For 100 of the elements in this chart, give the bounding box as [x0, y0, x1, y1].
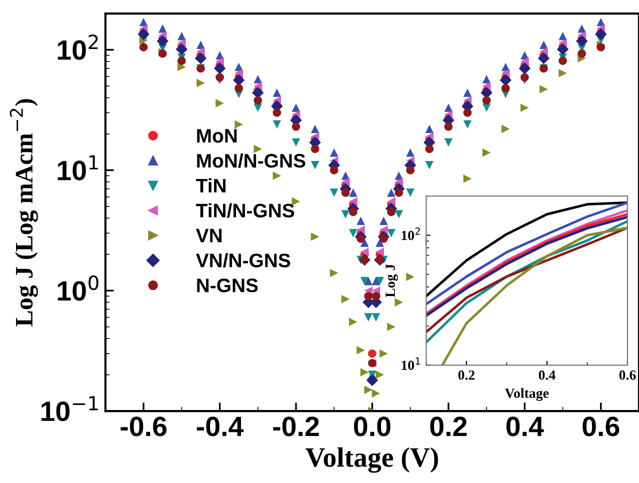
point: [387, 208, 396, 216]
point: [372, 313, 380, 322]
point: [216, 57, 224, 66]
point: [196, 78, 205, 88]
point: [364, 386, 373, 394]
point: [272, 172, 282, 180]
point: [444, 122, 453, 131]
legend-label: VN: [196, 228, 222, 242]
x-tick-label: -0.6: [120, 416, 166, 436]
point: [360, 368, 369, 376]
point: [356, 226, 365, 234]
point: [376, 276, 384, 286]
point: [232, 74, 245, 86]
point: [234, 68, 243, 78]
point: [558, 56, 567, 65]
point: [425, 144, 434, 154]
y-tick-label: 10$^{2}$: [402, 227, 420, 240]
point: [272, 88, 282, 97]
point: [596, 18, 606, 26]
legend-label: N-GNS: [197, 278, 258, 292]
point: [138, 28, 150, 40]
point: [406, 166, 414, 174]
legend-label: TiN/N-GNS: [196, 203, 294, 218]
point: [216, 73, 224, 82]
point: [368, 349, 376, 358]
point: [348, 208, 358, 216]
point: [379, 226, 388, 234]
point: [364, 313, 373, 322]
point: [463, 120, 472, 129]
point: [387, 188, 396, 197]
point: [310, 232, 320, 241]
point: [177, 32, 186, 40]
point: [341, 294, 350, 304]
point: [177, 56, 186, 65]
point: [330, 148, 338, 157]
point: [482, 96, 491, 105]
point: [558, 68, 567, 78]
point: [394, 210, 404, 218]
y-tick-label: 10$^{2}$: [58, 34, 98, 60]
x-tick-label: -0.4: [196, 416, 244, 436]
point: [341, 188, 350, 197]
point: [444, 104, 453, 112]
x-tick-label: 0.4: [506, 416, 544, 436]
point: [330, 188, 338, 197]
point: [341, 210, 350, 218]
point: [356, 346, 365, 354]
point: [538, 52, 550, 64]
point: [310, 144, 320, 154]
point: [482, 148, 491, 157]
point: [406, 188, 414, 197]
point: [387, 197, 396, 206]
point: [482, 75, 491, 84]
point: [310, 124, 320, 134]
point: [425, 161, 434, 170]
point: [356, 234, 365, 243]
point: [379, 234, 388, 243]
point: [356, 216, 365, 225]
point: [540, 85, 548, 94]
point: [406, 148, 414, 157]
point: [214, 62, 226, 74]
point: [330, 268, 338, 278]
x-tick-label: 0.6: [582, 416, 620, 436]
line-series: [441, 226, 628, 366]
point: [348, 188, 358, 197]
point: [578, 49, 586, 58]
point: [292, 138, 300, 147]
point: [177, 62, 186, 72]
point: [176, 43, 188, 56]
point: [376, 370, 384, 379]
point: [348, 197, 358, 206]
point: [501, 84, 510, 92]
legend-label: MoN: [197, 129, 237, 143]
y-tick-label: 10$^{1}$: [58, 155, 98, 180]
point: [500, 74, 512, 86]
point: [194, 52, 207, 64]
point: [234, 84, 243, 92]
point: [394, 188, 404, 197]
point: [558, 38, 567, 48]
legend-label: TiN: [196, 178, 226, 192]
point: [463, 108, 472, 117]
point: [520, 57, 529, 66]
point: [518, 62, 531, 74]
legend-label: VN/N-GNS: [196, 253, 290, 268]
point: [594, 28, 607, 40]
point: [387, 322, 396, 332]
point: [292, 122, 300, 131]
point: [360, 238, 369, 247]
point: [556, 43, 569, 56]
y-tick-label: 10$^{1}$: [402, 357, 420, 370]
point: [379, 349, 388, 358]
point: [348, 228, 358, 238]
y-tick-label: 10$^{0}$: [58, 275, 98, 301]
y-axis-title: Log J: [386, 264, 398, 298]
legend-label: MoN/N-GNS: [197, 153, 306, 168]
point: [360, 276, 369, 286]
point: [520, 104, 529, 112]
point: [376, 248, 384, 256]
x-axis-title: Voltage (V): [306, 447, 438, 473]
point: [379, 216, 388, 225]
point: [139, 43, 148, 52]
